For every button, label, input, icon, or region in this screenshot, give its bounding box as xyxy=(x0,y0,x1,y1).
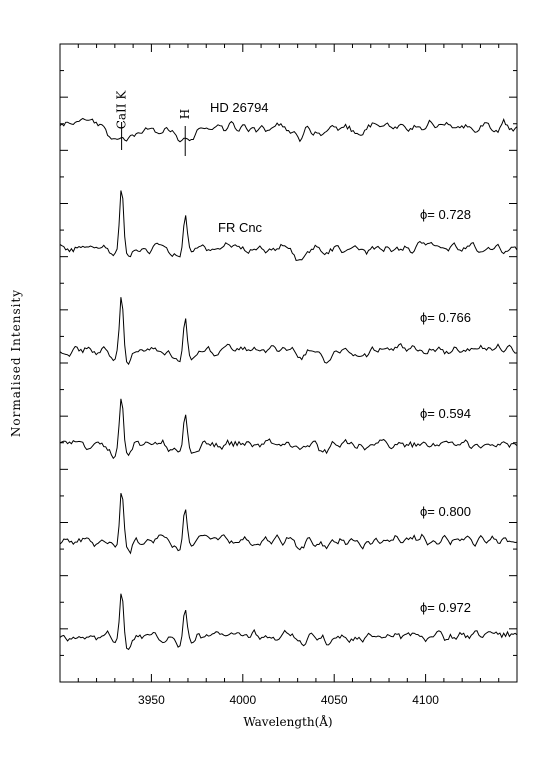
series-name: HD 26794 xyxy=(210,100,269,115)
spectrum-line xyxy=(59,493,518,555)
marker-label-h: H xyxy=(178,109,192,119)
y-axis-label: Normalised Intensity xyxy=(9,289,23,437)
x-tick-label: 4050 xyxy=(321,693,348,707)
spectra-series xyxy=(59,117,518,651)
marker-label-caii-k: CaII K xyxy=(115,90,129,130)
axis-ticks xyxy=(59,44,518,682)
line-markers: CaII K H xyxy=(115,90,192,156)
x-tick-label: 4100 xyxy=(412,693,439,707)
x-tick-label: 3950 xyxy=(138,693,165,707)
series-phase-label: ϕ= 0.972 xyxy=(420,600,471,615)
spectrum-line xyxy=(59,593,518,651)
series-phase-label: ϕ= 0.594 xyxy=(420,406,471,421)
series-phase-label: ϕ= 0.800 xyxy=(420,504,471,519)
spectrum-line xyxy=(59,398,518,460)
plot-frame xyxy=(59,43,518,683)
spectrum-line xyxy=(59,190,518,261)
series-name: FR Cnc xyxy=(218,220,263,235)
series-phase-label: ϕ= 0.728 xyxy=(420,207,471,222)
series-labels: HD 26794 FR Cnc ϕ= 0.728 ϕ= 0.766 ϕ= 0.594 ϕ=… xyxy=(210,100,471,615)
series-phase-label: ϕ= 0.766 xyxy=(420,310,471,325)
spectrum-line xyxy=(59,117,518,143)
spectrum-line xyxy=(59,297,518,366)
x-tick-label: 4000 xyxy=(229,693,256,707)
x-axis-label: Wavelength(Å) xyxy=(243,714,332,729)
x-tick-labels: 3950 4000 4050 4100 xyxy=(138,693,439,707)
